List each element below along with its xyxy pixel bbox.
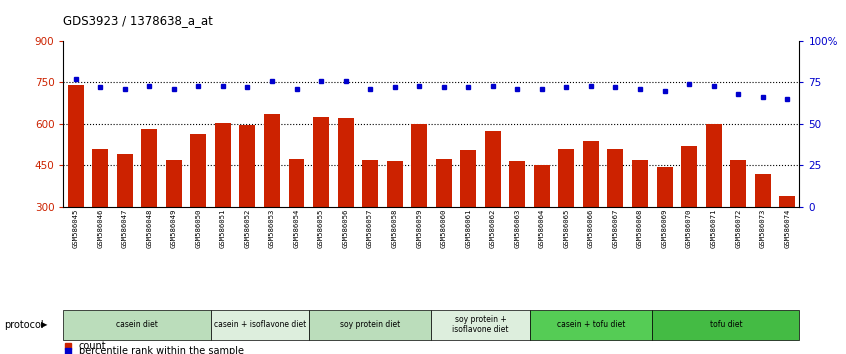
Text: casein diet: casein diet bbox=[116, 320, 158, 329]
Text: GSM586068: GSM586068 bbox=[637, 209, 643, 249]
Text: GSM586072: GSM586072 bbox=[735, 209, 741, 249]
Text: casein + isoflavone diet: casein + isoflavone diet bbox=[213, 320, 306, 329]
Bar bbox=[239, 125, 255, 207]
Text: count: count bbox=[79, 341, 107, 352]
Bar bbox=[755, 174, 771, 207]
Bar bbox=[288, 159, 305, 207]
Bar bbox=[141, 130, 157, 207]
Text: GSM586058: GSM586058 bbox=[392, 209, 398, 249]
Text: percentile rank within the sample: percentile rank within the sample bbox=[79, 346, 244, 354]
Text: GSM586064: GSM586064 bbox=[539, 209, 545, 249]
Text: GSM586054: GSM586054 bbox=[294, 209, 299, 249]
Bar bbox=[460, 150, 476, 207]
Bar bbox=[215, 122, 231, 207]
Text: tofu diet: tofu diet bbox=[710, 320, 742, 329]
Text: GSM586071: GSM586071 bbox=[711, 209, 717, 249]
Text: GSM586066: GSM586066 bbox=[588, 209, 594, 249]
Text: GSM586056: GSM586056 bbox=[343, 209, 349, 249]
Bar bbox=[190, 133, 206, 207]
Bar bbox=[117, 154, 133, 207]
Bar bbox=[211, 310, 309, 340]
Bar bbox=[656, 167, 673, 207]
Text: GSM586057: GSM586057 bbox=[367, 209, 373, 249]
Text: GSM586063: GSM586063 bbox=[514, 209, 520, 249]
Text: GSM586047: GSM586047 bbox=[122, 209, 128, 249]
Bar bbox=[558, 149, 574, 207]
Bar bbox=[166, 160, 182, 207]
Bar bbox=[607, 149, 624, 207]
Bar bbox=[632, 160, 648, 207]
Text: GSM586060: GSM586060 bbox=[441, 209, 447, 249]
Bar bbox=[730, 160, 746, 207]
Text: GSM586073: GSM586073 bbox=[760, 209, 766, 249]
Bar bbox=[706, 124, 722, 207]
Text: soy protein diet: soy protein diet bbox=[340, 320, 400, 329]
Bar bbox=[63, 310, 211, 340]
Bar bbox=[534, 166, 550, 207]
Bar bbox=[264, 114, 280, 207]
Text: GDS3923 / 1378638_a_at: GDS3923 / 1378638_a_at bbox=[63, 14, 213, 27]
Text: protocol: protocol bbox=[4, 320, 44, 330]
Text: GSM586049: GSM586049 bbox=[171, 209, 177, 249]
Bar bbox=[652, 310, 799, 340]
Bar bbox=[411, 124, 427, 207]
Bar bbox=[313, 117, 329, 207]
Text: GSM586052: GSM586052 bbox=[244, 209, 250, 249]
Bar bbox=[485, 131, 501, 207]
Bar bbox=[436, 159, 452, 207]
Text: GSM586070: GSM586070 bbox=[686, 209, 692, 249]
Text: ▶: ▶ bbox=[41, 320, 47, 329]
Text: soy protein +
isoflavone diet: soy protein + isoflavone diet bbox=[453, 315, 508, 335]
Bar bbox=[68, 85, 84, 207]
Text: GSM586055: GSM586055 bbox=[318, 209, 324, 249]
Bar bbox=[309, 310, 431, 340]
Text: GSM586046: GSM586046 bbox=[97, 209, 103, 249]
Text: GSM586045: GSM586045 bbox=[73, 209, 79, 249]
Bar bbox=[530, 310, 652, 340]
Text: GSM586051: GSM586051 bbox=[220, 209, 226, 249]
Text: casein + tofu diet: casein + tofu diet bbox=[557, 320, 625, 329]
Text: GSM586053: GSM586053 bbox=[269, 209, 275, 249]
Bar bbox=[387, 161, 403, 207]
Bar bbox=[779, 196, 795, 207]
Text: GSM586069: GSM586069 bbox=[662, 209, 667, 249]
Bar bbox=[509, 161, 525, 207]
Bar bbox=[681, 146, 697, 207]
Bar bbox=[338, 118, 354, 207]
Text: GSM586065: GSM586065 bbox=[563, 209, 569, 249]
Text: GSM586062: GSM586062 bbox=[490, 209, 496, 249]
Text: GSM586061: GSM586061 bbox=[465, 209, 471, 249]
Text: GSM586074: GSM586074 bbox=[784, 209, 790, 249]
Bar bbox=[431, 310, 530, 340]
Bar bbox=[362, 160, 378, 207]
Bar bbox=[583, 141, 599, 207]
Text: GSM586067: GSM586067 bbox=[613, 209, 618, 249]
Text: GSM586048: GSM586048 bbox=[146, 209, 152, 249]
Text: GSM586050: GSM586050 bbox=[195, 209, 201, 249]
Text: GSM586059: GSM586059 bbox=[416, 209, 422, 249]
Bar bbox=[92, 149, 108, 207]
